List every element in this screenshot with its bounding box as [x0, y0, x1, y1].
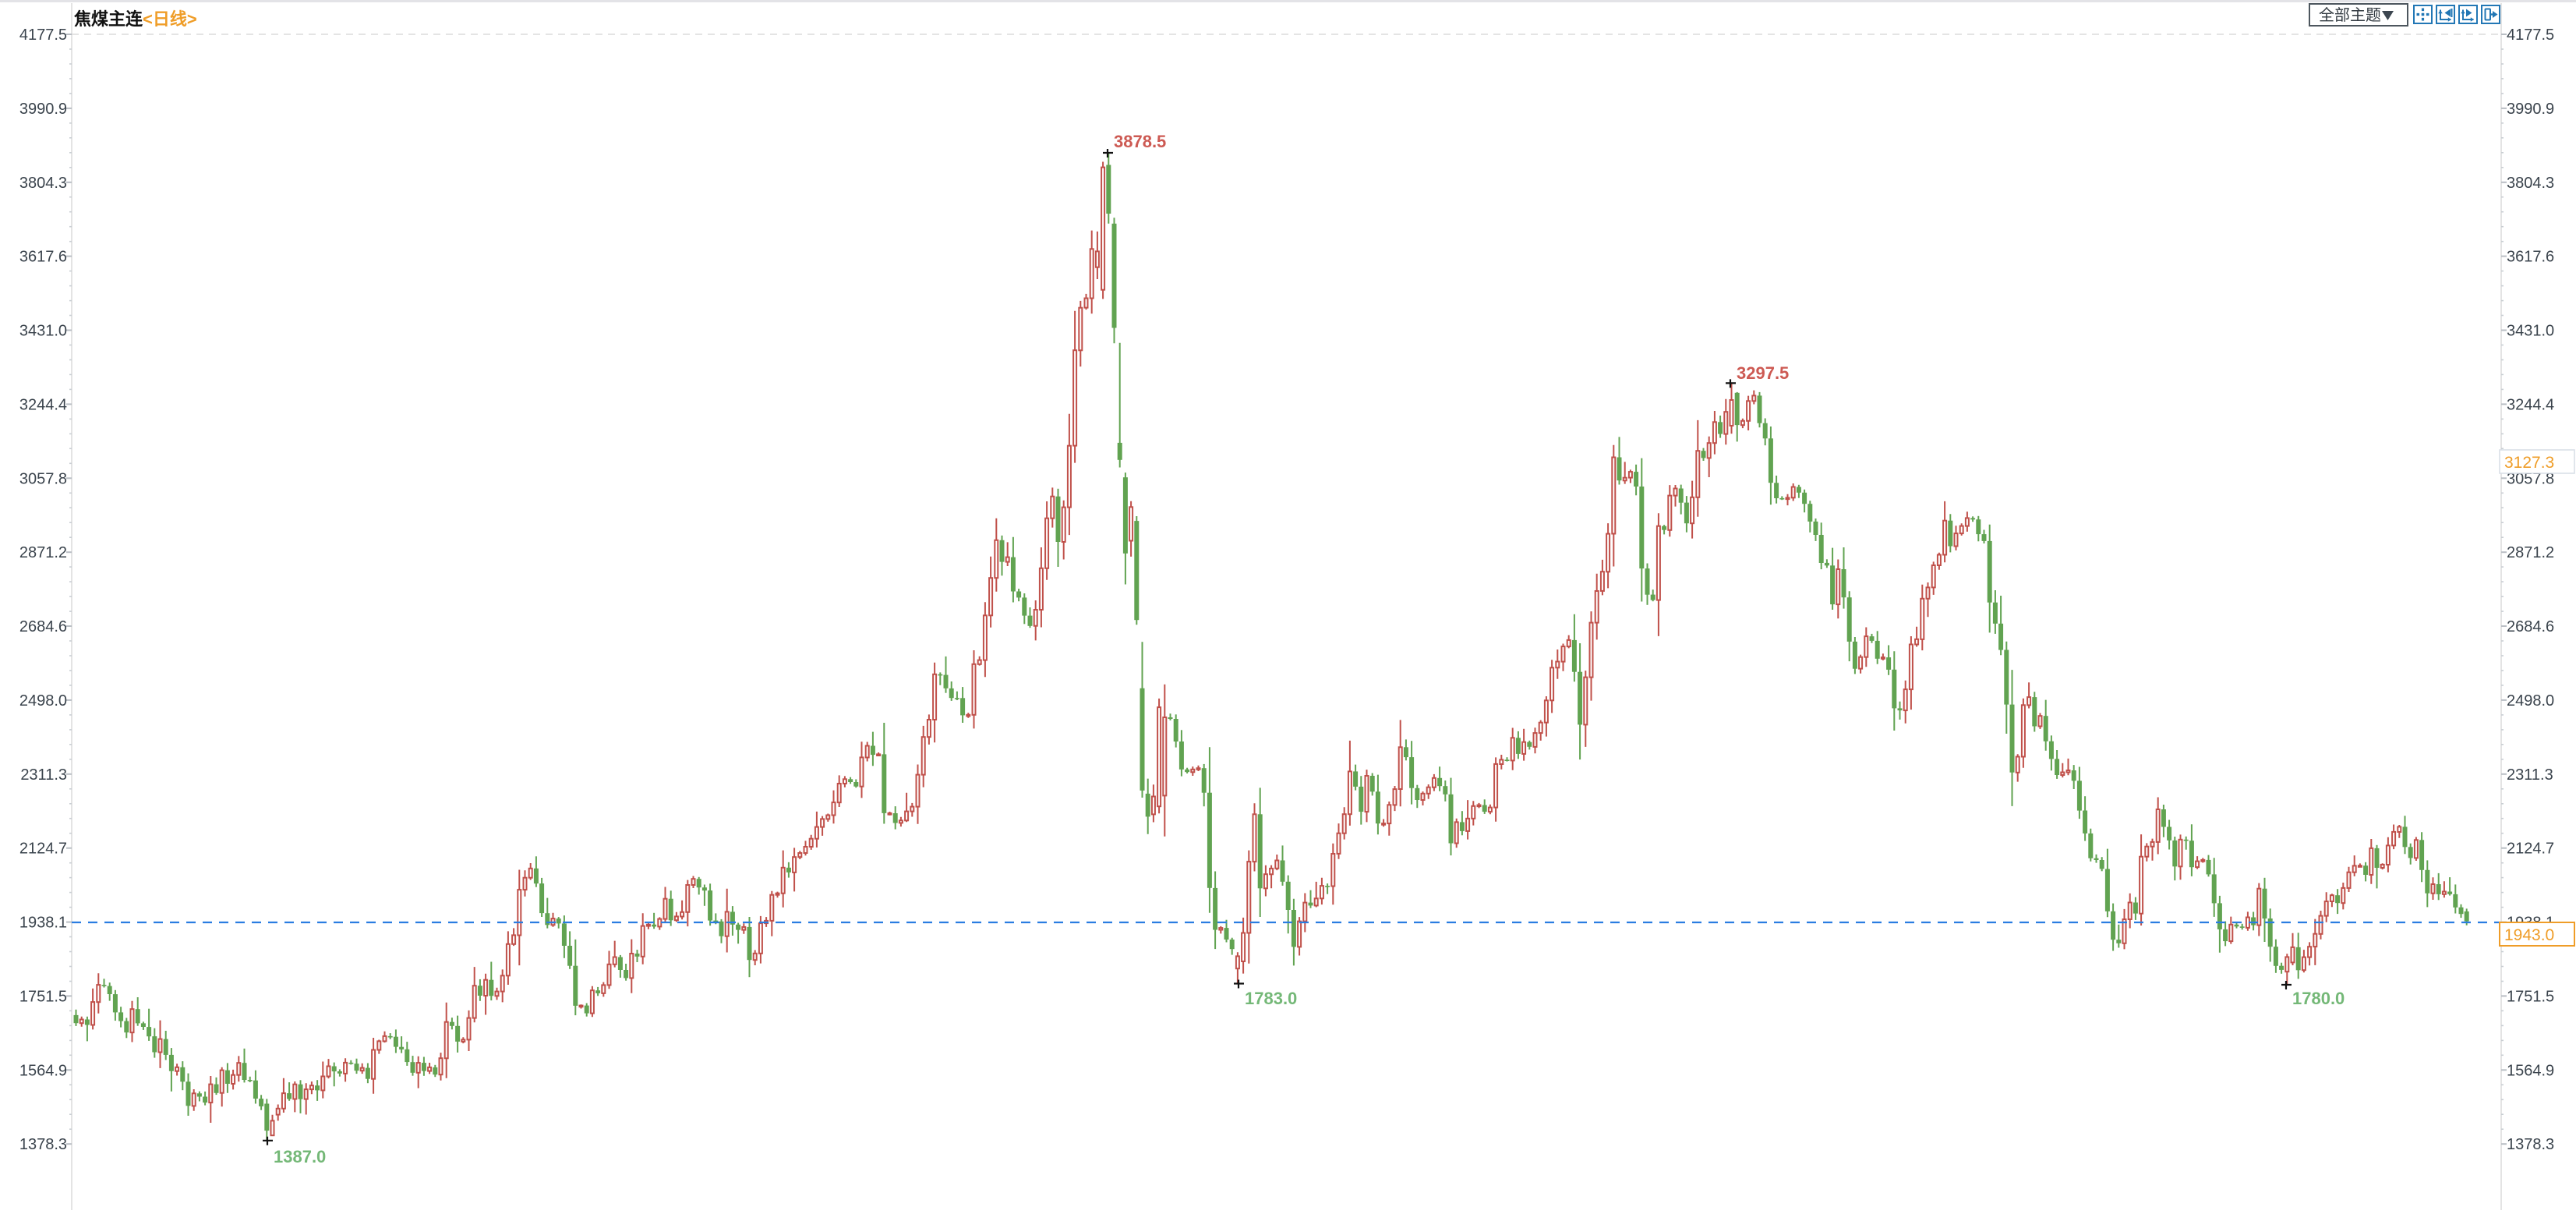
svg-text:3297.5: 3297.5 [1737, 363, 1789, 383]
svg-text:3057.8: 3057.8 [19, 470, 67, 487]
svg-text:全部主题: 全部主题 [2319, 6, 2381, 24]
svg-text:3804.3: 3804.3 [2507, 175, 2554, 192]
svg-text:3431.0: 3431.0 [2507, 323, 2554, 340]
svg-text:3990.9: 3990.9 [2507, 101, 2554, 118]
svg-text:3617.6: 3617.6 [19, 249, 67, 266]
svg-text:2498.0: 2498.0 [19, 692, 67, 710]
svg-text:1378.3: 1378.3 [19, 1136, 67, 1153]
svg-text:1943.0: 1943.0 [2504, 926, 2554, 944]
svg-text:2684.6: 2684.6 [2507, 618, 2554, 635]
svg-text:3990.9: 3990.9 [19, 101, 67, 118]
svg-text:2124.7: 2124.7 [19, 841, 67, 858]
svg-text:1564.9: 1564.9 [19, 1062, 67, 1079]
svg-text:3617.6: 3617.6 [2507, 249, 2554, 266]
svg-text:3244.4: 3244.4 [2507, 396, 2554, 413]
svg-text:3804.3: 3804.3 [19, 175, 67, 192]
svg-text:焦煤主连<日线>: 焦煤主连<日线> [73, 9, 197, 29]
svg-text:4177.5: 4177.5 [19, 27, 67, 44]
svg-text:3431.0: 3431.0 [19, 323, 67, 340]
svg-text:1783.0: 1783.0 [1245, 989, 1297, 1008]
svg-text:3244.4: 3244.4 [19, 396, 67, 413]
svg-text:1780.0: 1780.0 [2292, 989, 2345, 1008]
svg-text:3127.3: 3127.3 [2504, 454, 2554, 472]
svg-text:4177.5: 4177.5 [2507, 27, 2554, 44]
svg-text:3878.5: 3878.5 [1114, 132, 1166, 151]
svg-text:3057.8: 3057.8 [2507, 470, 2554, 487]
svg-text:1564.9: 1564.9 [2507, 1062, 2554, 1079]
svg-text:2684.6: 2684.6 [19, 618, 67, 635]
svg-text:2311.3: 2311.3 [2507, 766, 2553, 784]
svg-text:1387.0: 1387.0 [274, 1147, 326, 1166]
svg-text:1938.1: 1938.1 [19, 915, 67, 932]
svg-text:1378.3: 1378.3 [2507, 1136, 2554, 1153]
svg-text:1751.5: 1751.5 [2507, 988, 2554, 1005]
svg-text:2871.2: 2871.2 [19, 544, 67, 561]
svg-text:1751.5: 1751.5 [19, 988, 67, 1005]
svg-text:2498.0: 2498.0 [2507, 692, 2554, 710]
svg-text:2124.7: 2124.7 [2507, 841, 2554, 858]
svg-text:2871.2: 2871.2 [2507, 544, 2554, 561]
svg-text:2311.3: 2311.3 [20, 766, 67, 784]
